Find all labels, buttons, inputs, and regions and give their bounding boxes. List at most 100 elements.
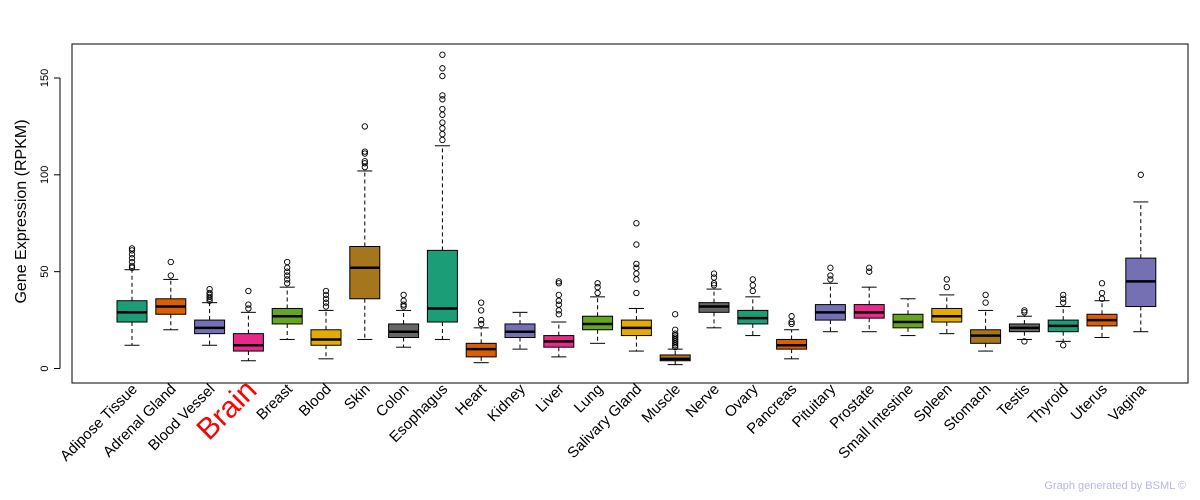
y-tick-label: 100 bbox=[39, 166, 51, 184]
outlier-point bbox=[439, 131, 446, 138]
outlier-point bbox=[749, 282, 756, 289]
outlier-point bbox=[1021, 307, 1028, 314]
outlier-point bbox=[284, 268, 291, 275]
box-heart bbox=[465, 299, 497, 364]
outlier-point bbox=[982, 299, 989, 306]
box-thyroid bbox=[1047, 291, 1079, 349]
x-label-skin: Skin bbox=[341, 381, 374, 414]
outlier-point bbox=[982, 291, 989, 299]
outlier-point bbox=[672, 311, 679, 318]
x-label-breast: Breast bbox=[253, 380, 296, 423]
box-prostate bbox=[853, 264, 885, 333]
box-testis bbox=[1008, 307, 1040, 345]
outlier-point bbox=[245, 287, 252, 295]
outlier-point bbox=[478, 316, 485, 324]
box-nerve bbox=[698, 270, 730, 329]
outlier-point bbox=[1060, 295, 1067, 302]
box-blood bbox=[310, 287, 342, 360]
outlier-point bbox=[439, 125, 446, 132]
outlier-point bbox=[633, 270, 640, 277]
x-label-thyroid: Thyroid bbox=[1025, 381, 1072, 428]
outlier-point bbox=[361, 160, 368, 167]
box-skin bbox=[349, 123, 381, 340]
box-liver bbox=[543, 278, 575, 358]
box-spleen bbox=[931, 276, 963, 335]
outlier-point bbox=[672, 330, 679, 337]
outlier-point bbox=[633, 264, 640, 271]
outlier-point bbox=[322, 295, 330, 302]
outlier-point bbox=[128, 254, 136, 262]
outlier-point bbox=[555, 307, 562, 314]
outlier-point bbox=[284, 258, 291, 266]
outlier-point bbox=[167, 258, 174, 266]
outlier-point bbox=[245, 301, 252, 308]
y-axis-title: Gene Expression (RPKM) bbox=[13, 119, 30, 303]
credit-text: Graph generated by BSML © bbox=[1044, 480, 1186, 492]
outlier-point bbox=[749, 276, 756, 283]
box-brain bbox=[232, 287, 264, 362]
outlier-point bbox=[128, 247, 136, 254]
x-label-nerve: Nerve bbox=[683, 381, 723, 421]
outlier-point bbox=[361, 158, 368, 165]
outlier-point bbox=[284, 264, 291, 271]
outlier-point bbox=[943, 284, 950, 291]
outlier-point bbox=[555, 297, 562, 304]
outlier-point bbox=[322, 299, 330, 306]
outlier-point bbox=[633, 260, 640, 268]
x-label-liver: Liver bbox=[533, 381, 568, 416]
outlier-point bbox=[1021, 338, 1028, 345]
box-adipose-tissue bbox=[116, 245, 148, 346]
outlier-point bbox=[128, 245, 136, 252]
outlier-point bbox=[439, 136, 446, 144]
outlier-point bbox=[1098, 280, 1106, 287]
x-label-lung: Lung bbox=[571, 381, 607, 417]
box-uterus bbox=[1086, 280, 1118, 339]
outlier-point bbox=[555, 291, 562, 299]
outlier-point bbox=[167, 272, 174, 279]
outlier-point bbox=[594, 280, 601, 287]
outlier-point bbox=[284, 280, 291, 287]
outlier-point bbox=[439, 105, 446, 113]
outlier-point bbox=[672, 334, 679, 341]
outlier-point bbox=[322, 291, 330, 299]
box-kidney bbox=[504, 311, 536, 350]
outlier-point bbox=[439, 51, 446, 58]
x-label-uterus: Uterus bbox=[1068, 381, 1111, 424]
outlier-point bbox=[788, 313, 795, 320]
outlier-point bbox=[594, 284, 601, 291]
outlier-point bbox=[439, 119, 446, 126]
outlier-point bbox=[284, 272, 291, 279]
box-vagina bbox=[1125, 171, 1157, 333]
box-muscle bbox=[659, 311, 691, 366]
y-tick-label: 0 bbox=[39, 365, 51, 371]
outlier-point bbox=[245, 305, 252, 312]
box-salivary-gland bbox=[620, 220, 652, 352]
outlier-point bbox=[1098, 289, 1106, 297]
outlier-point bbox=[866, 268, 873, 275]
box-series bbox=[116, 51, 1157, 366]
y-tick-label: 150 bbox=[39, 69, 51, 87]
x-label-blood: Blood bbox=[296, 381, 335, 420]
outlier-point bbox=[827, 264, 834, 271]
box-esophagus bbox=[426, 51, 458, 340]
outlier-point bbox=[400, 297, 407, 304]
outlier-point bbox=[633, 220, 640, 227]
outlier-point bbox=[1137, 171, 1144, 178]
outlier-point bbox=[400, 301, 407, 308]
outlier-point bbox=[1021, 309, 1028, 316]
outlier-point bbox=[710, 274, 718, 281]
outlier-point bbox=[322, 303, 330, 310]
outlier-point bbox=[361, 148, 368, 155]
box-blood-vessel bbox=[194, 285, 226, 346]
outlier-point bbox=[1060, 291, 1067, 299]
outlier-point bbox=[128, 262, 136, 270]
outlier-point bbox=[594, 289, 601, 297]
y-tick-label: 50 bbox=[39, 266, 51, 278]
box-iqr bbox=[232, 333, 264, 352]
y-axis: 0 50 100 150 bbox=[39, 69, 61, 372]
outlier-point bbox=[439, 72, 446, 80]
box-ovary bbox=[737, 276, 769, 337]
outlier-point bbox=[284, 276, 291, 283]
